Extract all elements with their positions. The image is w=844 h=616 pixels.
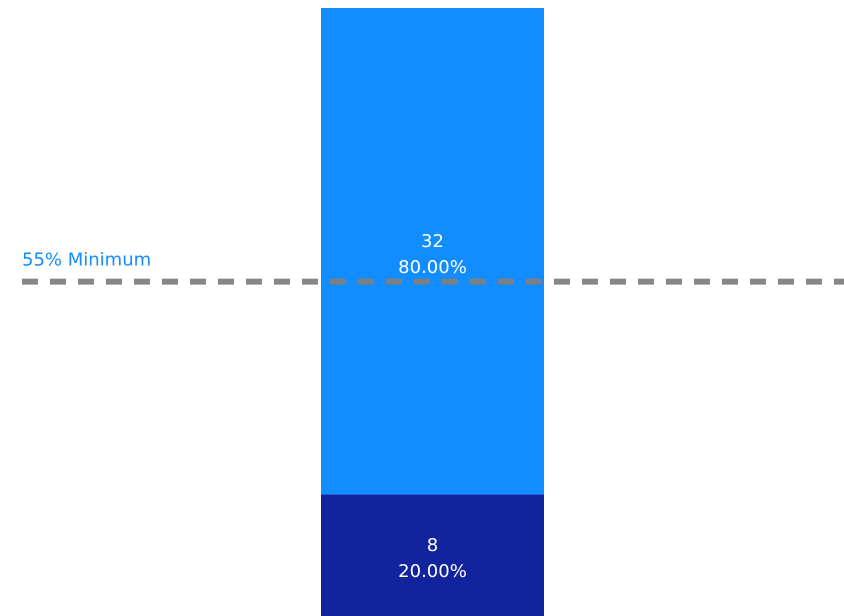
data-label-count-1: 32 — [421, 231, 444, 252]
bar-segment-0 — [321, 494, 544, 616]
reference-line-group: 55% Minimum — [22, 250, 844, 285]
data-label-group: 8 20.00% 32 80.00% — [398, 231, 467, 582]
data-label-percent-1: 80.00% — [398, 257, 467, 278]
data-label-percent-0: 20.00% — [398, 561, 467, 582]
reference-line-label: 55% Minimum — [22, 250, 151, 271]
data-label-count-0: 8 — [427, 535, 438, 556]
bar-group — [321, 8, 544, 616]
bar-segment-1 — [321, 8, 544, 495]
